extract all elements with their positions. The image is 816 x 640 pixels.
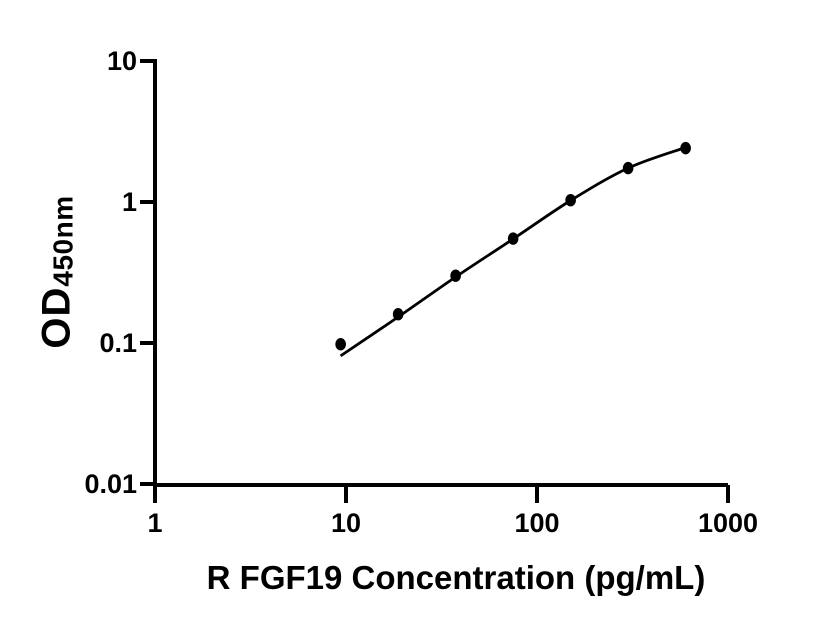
x-tick-label: 100: [514, 508, 560, 538]
data-point: [392, 308, 404, 321]
y-tick-label: 0.1: [99, 328, 137, 358]
data-point: [565, 193, 576, 207]
x-tick-label: 10: [330, 508, 362, 538]
x-tick-label: 1: [147, 508, 163, 538]
fit-curve: [339, 146, 687, 358]
x-tick-label: 1000: [697, 508, 759, 538]
data-point: [680, 141, 691, 155]
data-point: [507, 232, 519, 245]
data-point: [335, 338, 346, 351]
data-point: [450, 269, 461, 282]
y-tick-label: 10: [106, 46, 137, 76]
x-axis-title: R FGF19 Concentration (pg/mL): [206, 559, 706, 596]
y-tick-label: 1: [121, 187, 137, 217]
y-tick-label: 0.01: [84, 469, 137, 499]
data-point: [622, 161, 634, 175]
y-axis-title: OD450nm: [35, 195, 80, 348]
